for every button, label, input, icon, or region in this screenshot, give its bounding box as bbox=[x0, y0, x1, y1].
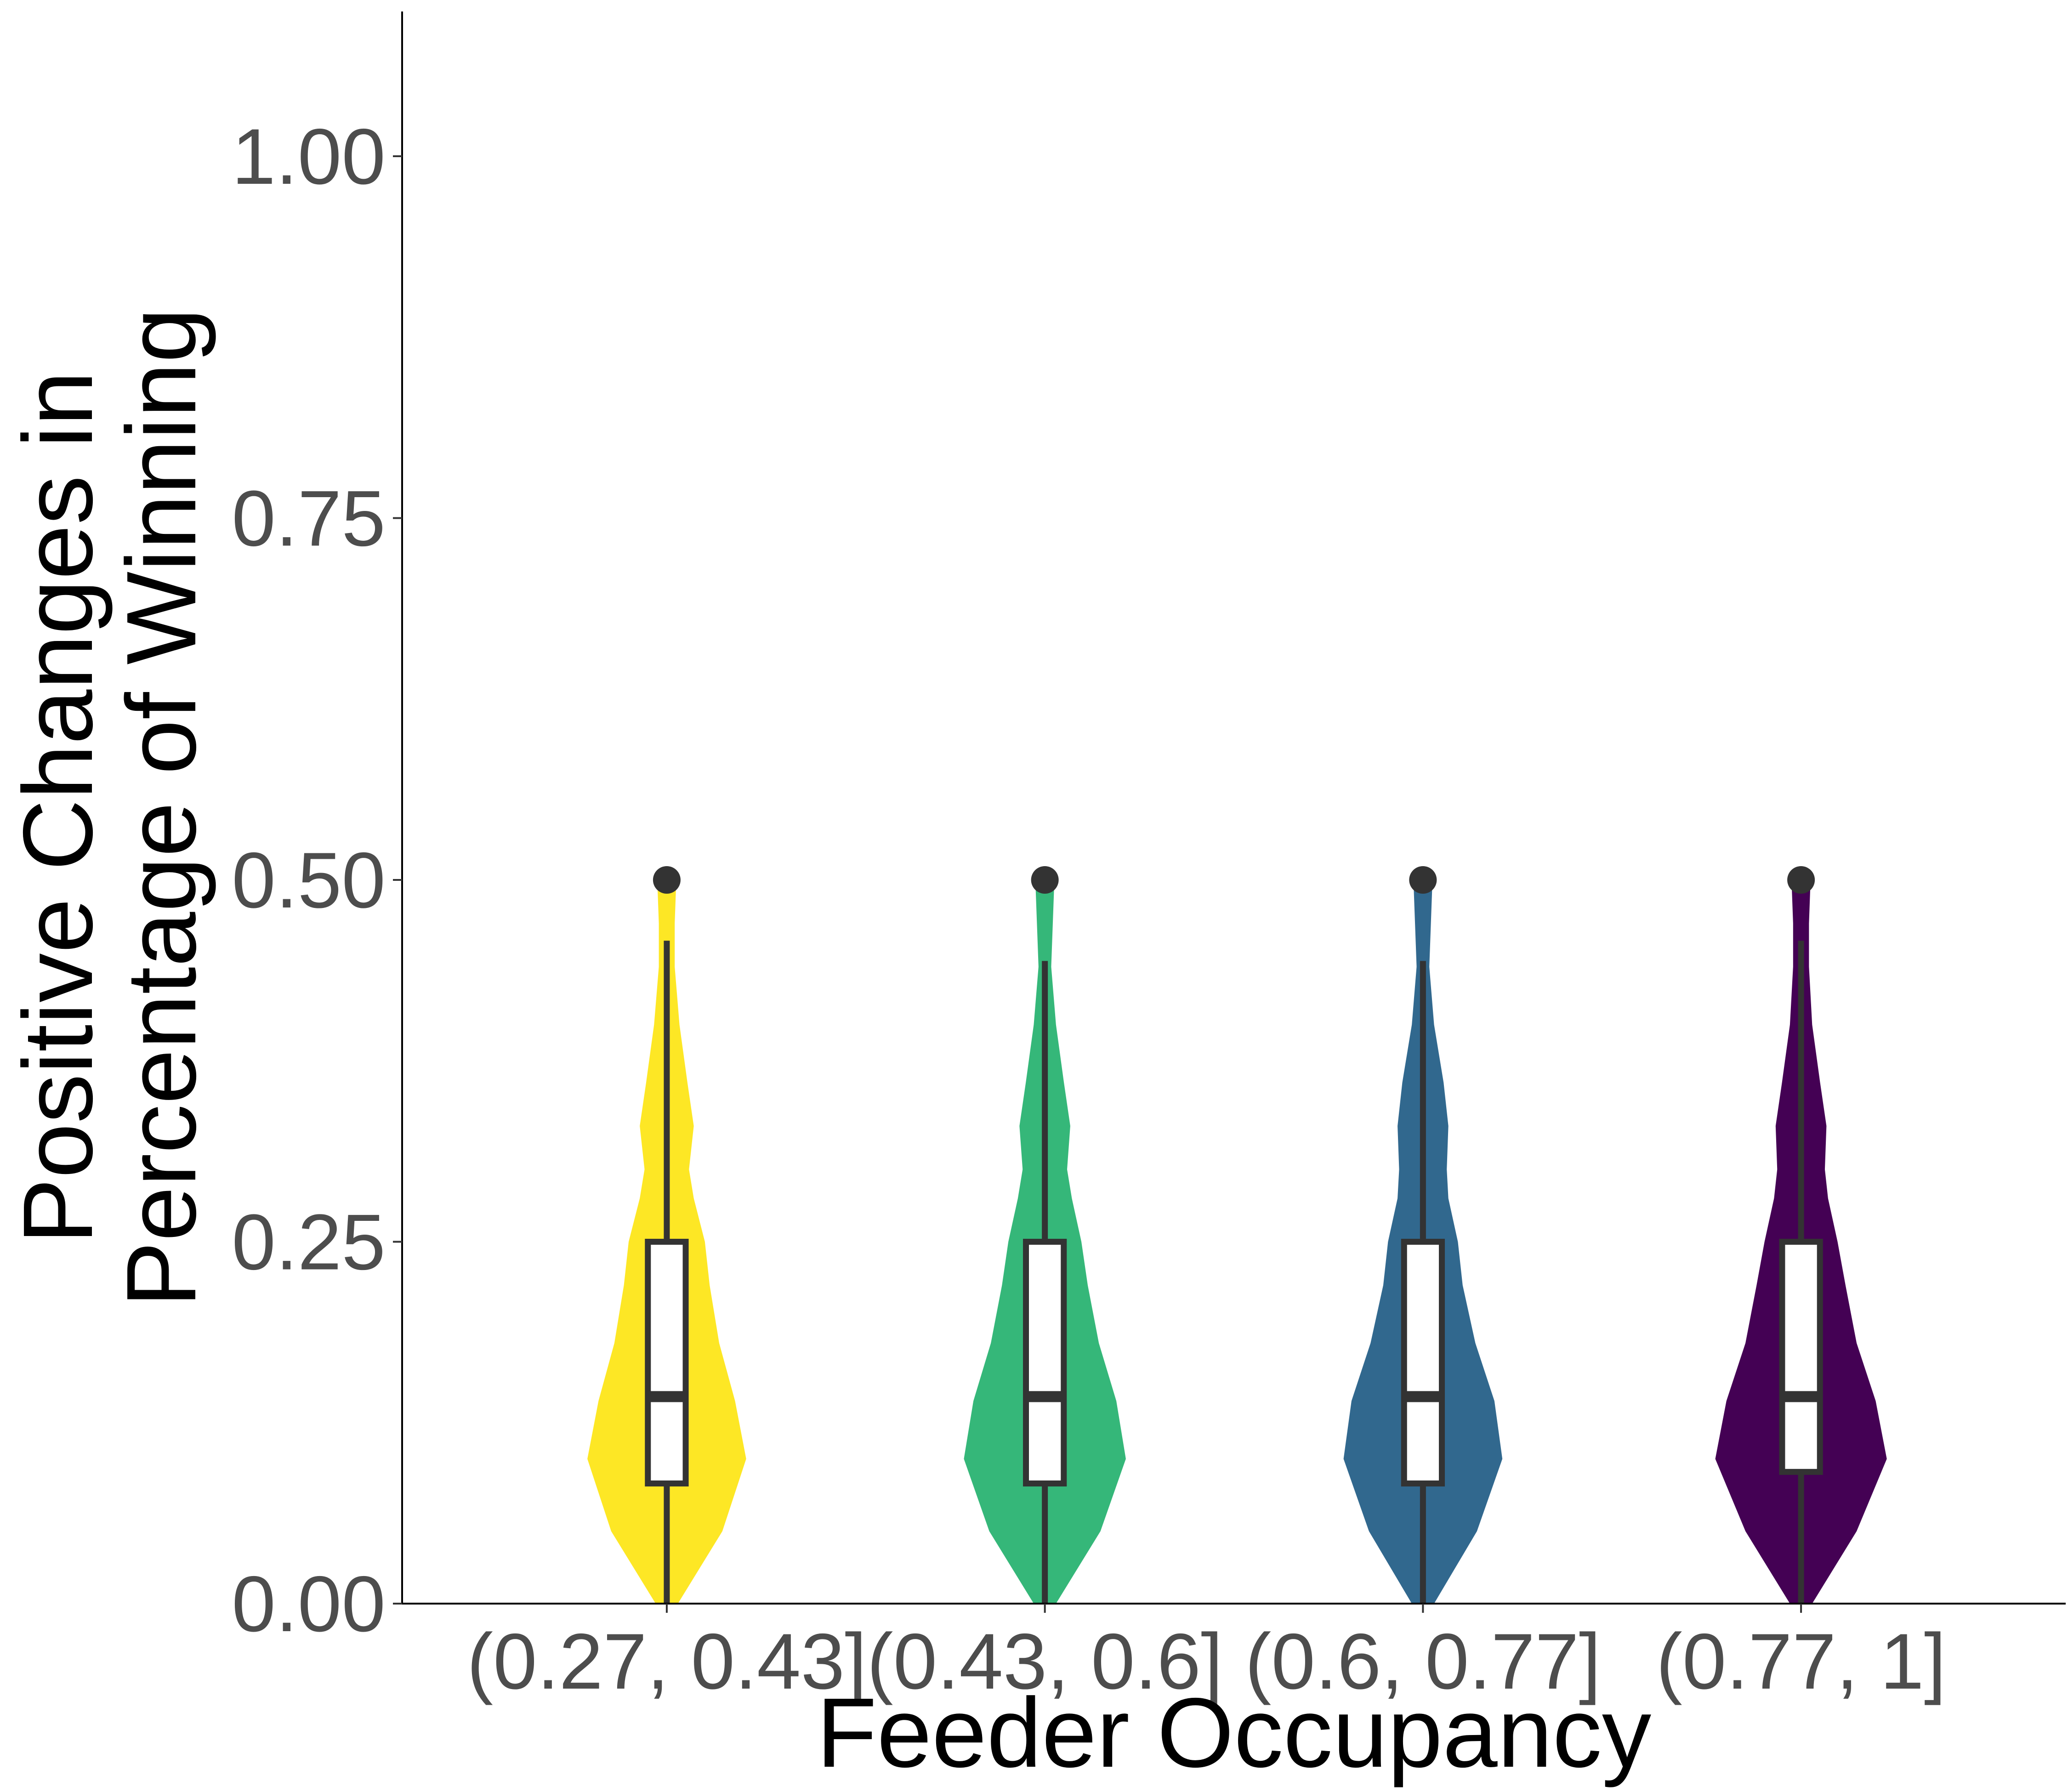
x-tick-label: (0.27, 0.43] bbox=[467, 1617, 867, 1706]
outlier-point bbox=[1409, 866, 1437, 894]
box-iqr bbox=[645, 1239, 689, 1487]
box-iqr bbox=[1401, 1239, 1445, 1487]
box-iqr bbox=[1023, 1239, 1067, 1487]
x-tick-label: (0.77, 1] bbox=[1656, 1617, 1946, 1706]
x-axis-title: Feeder Occupancy bbox=[817, 1677, 1652, 1788]
y-axis-title-line: Percentage of Winning bbox=[106, 308, 216, 1307]
x-axis-ticks: (0.27, 0.43] (0.43, 0.6] (0.6, 0.77] (0.77,… bbox=[467, 1604, 1946, 1706]
x-tick-label: (0.6, 0.77] bbox=[1245, 1617, 1601, 1706]
y-axis-title-line: Positive Changes in bbox=[2, 371, 113, 1244]
box-iqr bbox=[1779, 1239, 1823, 1475]
outlier-point bbox=[1787, 866, 1815, 894]
y-tick-label: 0.50 bbox=[232, 836, 386, 924]
y-tick-label: 0.25 bbox=[232, 1198, 386, 1287]
violin-group bbox=[1343, 866, 1503, 1604]
outlier-point bbox=[653, 866, 681, 894]
y-tick-label: 0.75 bbox=[232, 475, 386, 563]
violin-group bbox=[1715, 866, 1887, 1604]
x-tick-label: (0.43, 0.6] bbox=[867, 1617, 1223, 1706]
y-tick-label: 1.00 bbox=[232, 113, 386, 201]
y-tick-label: 0.00 bbox=[232, 1560, 386, 1648]
violin-group bbox=[587, 866, 746, 1604]
plot-area bbox=[587, 866, 1887, 1604]
y-axis-ticks: 0.00 0.25 0.50 0.75 1.00 bbox=[232, 113, 402, 1648]
outlier-point bbox=[1031, 866, 1059, 894]
violin-group bbox=[964, 866, 1126, 1604]
